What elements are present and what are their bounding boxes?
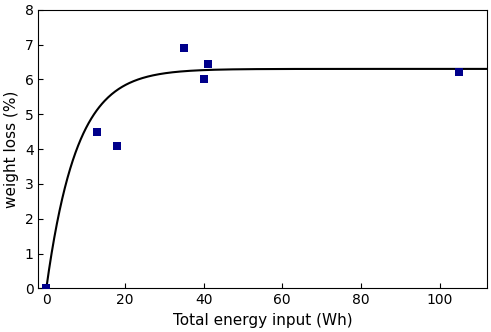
Point [113, 143, 121, 148]
X-axis label: Total energy input (Wh): Total energy input (Wh) [173, 313, 353, 328]
Point [42, 286, 50, 291]
Point [204, 61, 212, 66]
Point [180, 45, 188, 51]
Y-axis label: weight loss (%): weight loss (%) [4, 90, 19, 208]
Point [93, 129, 101, 134]
Point [455, 70, 463, 75]
Point [200, 77, 208, 82]
